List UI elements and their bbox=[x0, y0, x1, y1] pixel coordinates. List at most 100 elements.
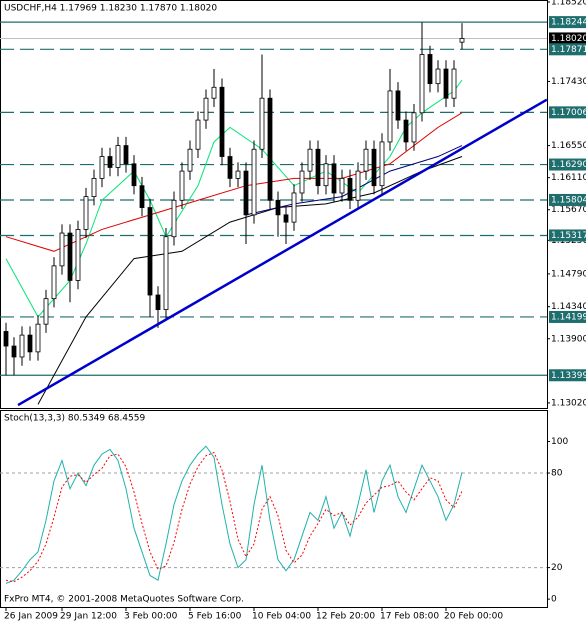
stoch-layer bbox=[0, 445, 547, 584]
candle-body bbox=[411, 112, 417, 143]
level-label: 1.15317 bbox=[551, 231, 586, 241]
y-tick-label: 1.17430 bbox=[551, 77, 586, 87]
level-label-box bbox=[549, 310, 586, 323]
stoch-panel bbox=[0, 410, 548, 608]
candle-body bbox=[347, 177, 353, 201]
level-label-box bbox=[549, 369, 586, 382]
candle-body bbox=[155, 294, 161, 310]
candle-body bbox=[211, 86, 217, 99]
candle-body bbox=[139, 185, 145, 208]
candle-body bbox=[307, 148, 313, 172]
level-label: 1.16290 bbox=[551, 160, 586, 170]
candle-body bbox=[179, 170, 185, 201]
y-tick-label: 20 bbox=[551, 563, 563, 573]
candle-body bbox=[195, 119, 201, 150]
candle-body bbox=[131, 163, 137, 187]
y-tick-label: 1.14790 bbox=[551, 269, 586, 279]
level-label-box bbox=[549, 158, 586, 171]
level-label: 1.18244 bbox=[551, 18, 586, 28]
level-label: 1.15804 bbox=[551, 195, 586, 205]
y-tick-label: 1.13020 bbox=[551, 398, 586, 408]
candle-body bbox=[395, 90, 401, 121]
candle-body bbox=[459, 38, 465, 43]
candle-body bbox=[187, 148, 193, 172]
candle-body bbox=[115, 145, 121, 168]
candle-body bbox=[67, 232, 73, 281]
candle-body bbox=[275, 199, 281, 216]
candle-body bbox=[379, 141, 385, 187]
stoch-line bbox=[5, 445, 463, 584]
candle-body bbox=[235, 170, 241, 179]
y-tick-label: 1.13900 bbox=[551, 334, 586, 344]
candle-body bbox=[163, 236, 169, 310]
candle-body bbox=[259, 97, 265, 150]
candle-body bbox=[75, 229, 81, 281]
candle-body bbox=[91, 177, 97, 198]
level-label: 1.13399 bbox=[551, 371, 586, 381]
candle-body bbox=[203, 97, 209, 121]
y-tick-label: 100 bbox=[551, 437, 568, 447]
x-tick-label: 26 Jan 2009 bbox=[4, 612, 58, 622]
candle-body bbox=[123, 145, 129, 165]
candle-body bbox=[83, 196, 89, 230]
y-tick-label: 1.14340 bbox=[551, 302, 586, 312]
candle-body bbox=[11, 345, 17, 358]
y-tick-label: 1.15670 bbox=[551, 205, 586, 215]
trendline bbox=[17, 98, 548, 407]
candle-body bbox=[435, 68, 441, 85]
candle-body bbox=[107, 156, 113, 168]
main-layer bbox=[0, 21, 548, 407]
y-tick-label: 0 bbox=[551, 595, 557, 605]
candle-body bbox=[283, 214, 289, 223]
candle-body bbox=[59, 232, 65, 267]
x-tick-label: 10 Feb 04:00 bbox=[252, 612, 311, 622]
candle-body bbox=[243, 170, 249, 216]
stoch-title: Stoch(13,3,3) 80.5349 68.4559 bbox=[4, 414, 145, 424]
candle-body bbox=[371, 148, 377, 187]
main-panel bbox=[0, 0, 548, 409]
candle-body bbox=[323, 163, 329, 187]
y-tick-label: 1.16550 bbox=[551, 141, 586, 151]
candle-body bbox=[19, 334, 25, 358]
y-tick-label: 1.16110 bbox=[551, 173, 586, 183]
moving-average bbox=[245, 145, 463, 216]
candle-body bbox=[171, 199, 177, 238]
candle-body bbox=[251, 148, 257, 216]
x-tick-label: 12 Feb 20:00 bbox=[316, 612, 375, 622]
candle-body bbox=[451, 68, 457, 99]
candle-body bbox=[355, 170, 361, 201]
candle-body bbox=[331, 163, 337, 194]
level-label-box bbox=[549, 43, 586, 56]
candle-body bbox=[419, 54, 425, 114]
level-label-box bbox=[549, 106, 586, 119]
candle-body bbox=[403, 119, 409, 143]
candle-body bbox=[3, 331, 9, 347]
x-tick-label: 20 Feb 00:00 bbox=[444, 612, 503, 622]
x-tick-label: 3 Feb 00:00 bbox=[124, 612, 178, 622]
candle-body bbox=[363, 148, 369, 172]
level-label-box bbox=[549, 229, 586, 242]
bid-label-box bbox=[549, 32, 586, 45]
level-label: 1.17871 bbox=[551, 45, 586, 55]
candle-body bbox=[387, 90, 393, 143]
level-label: 1.17006 bbox=[551, 108, 586, 118]
chart-title: USDCHF,H4 1.17969 1.18230 1.17870 1.1802… bbox=[4, 4, 217, 14]
candle-body bbox=[147, 207, 153, 296]
y-tick-label: 80 bbox=[551, 469, 563, 479]
candle-body bbox=[299, 170, 305, 194]
candle-body bbox=[219, 86, 225, 157]
candle-body bbox=[339, 177, 345, 194]
level-label-box bbox=[549, 16, 586, 29]
y-tick-label: 1.18520 bbox=[551, 0, 586, 8]
candle-body bbox=[99, 156, 105, 179]
x-tick-label: 29 Jan 12:00 bbox=[60, 612, 117, 622]
candle-body bbox=[227, 156, 233, 179]
footer: FxPro MT4, © 2001-2008 MetaQuotes Softwa… bbox=[4, 595, 244, 605]
bid-label: 1.18020 bbox=[551, 34, 586, 44]
stoch-line bbox=[5, 451, 463, 583]
candle-body bbox=[427, 54, 433, 85]
candle-body bbox=[43, 298, 49, 325]
candle-body bbox=[35, 323, 41, 353]
x-tick-label: 5 Feb 16:00 bbox=[188, 612, 242, 622]
